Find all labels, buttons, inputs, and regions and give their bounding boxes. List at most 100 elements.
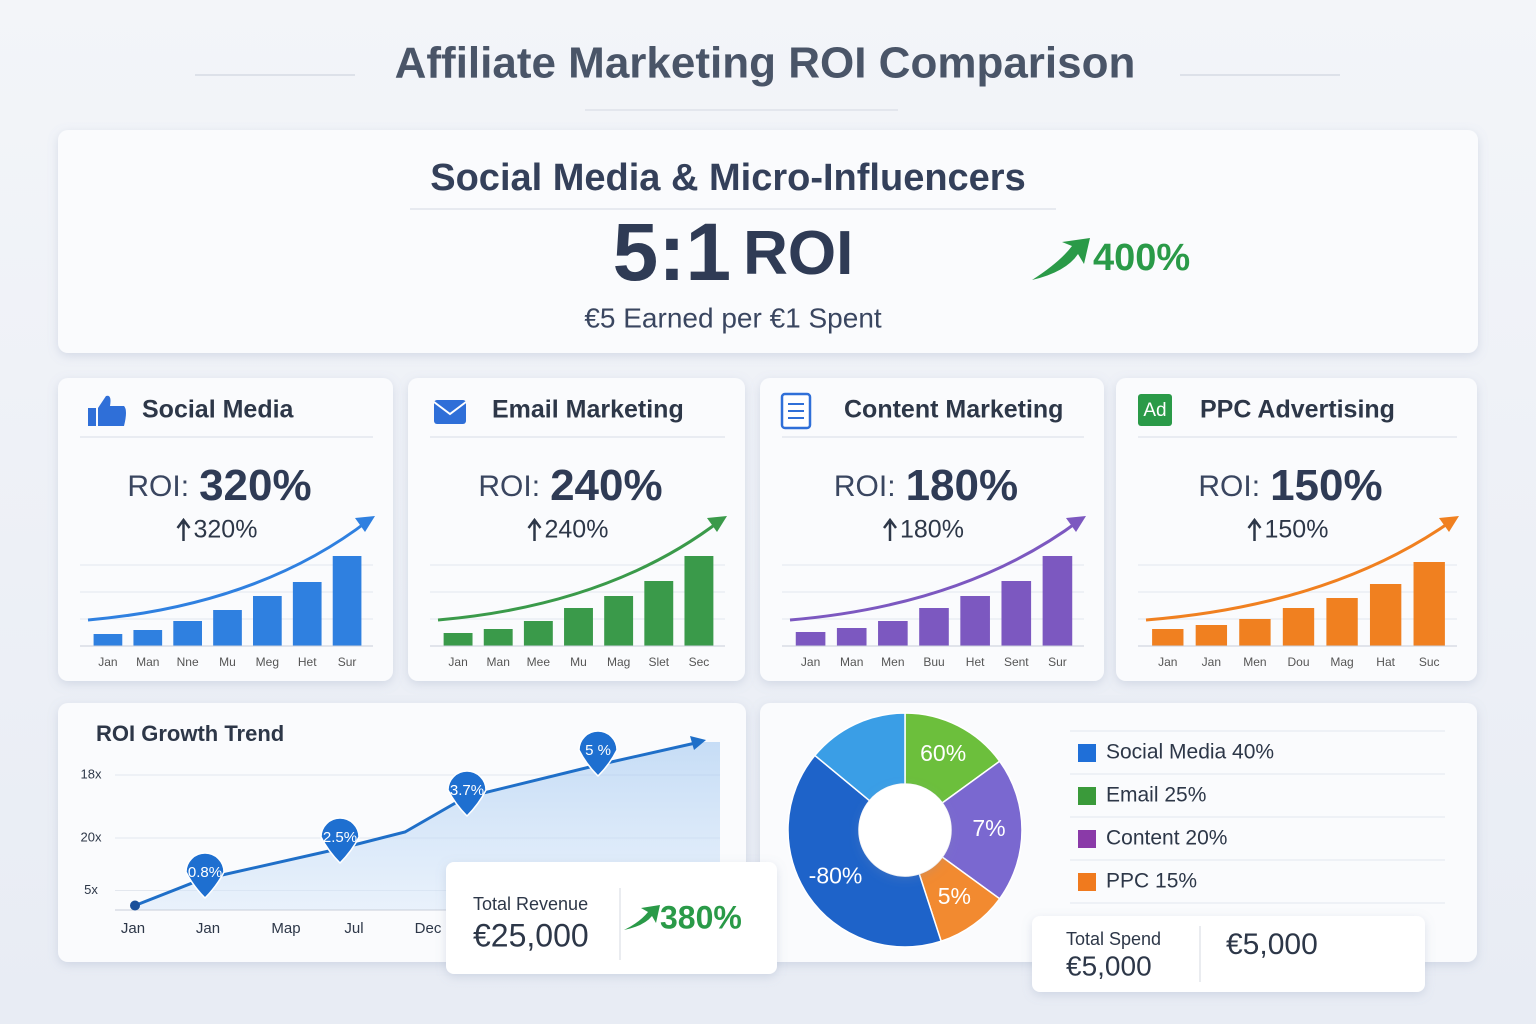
ratio-suffix: ROI	[743, 219, 853, 288]
pin-label: 2.5%	[323, 829, 357, 846]
x-tick-label: Hat	[1376, 655, 1395, 669]
x-tick-label: Sec	[689, 655, 710, 669]
x-tick-label: Het	[298, 655, 317, 669]
bar	[133, 630, 163, 646]
legend-label: Social Media 40%	[1106, 741, 1274, 764]
x-tick-label: Sur	[338, 655, 357, 669]
trend-arrow	[87, 518, 370, 622]
thumb-icon	[98, 395, 126, 426]
card-title: Content Marketing	[844, 396, 1063, 424]
x-tick-label: Sur	[1048, 655, 1067, 669]
legend-swatch	[1078, 830, 1096, 848]
pie-chart: 60% 7% 5% -80%	[787, 712, 1023, 948]
legend-label: Email 25%	[1106, 784, 1206, 807]
slice-label: 7%	[972, 815, 1005, 841]
bar	[960, 596, 990, 646]
x-tick-label: Mu	[570, 655, 587, 669]
bar	[919, 608, 949, 646]
x-tick-label: Jan	[98, 655, 117, 669]
roi: ROI: 150%	[1198, 461, 1382, 510]
card-title: Social Media	[142, 396, 295, 424]
bar	[1326, 598, 1358, 646]
roi: ROI: 320%	[127, 461, 311, 510]
x-tick-label: Mag	[607, 655, 630, 669]
ad-icon	[1138, 394, 1172, 426]
roi-value: 150%	[1270, 461, 1383, 510]
legend-label: Content 20%	[1106, 827, 1227, 850]
x-tick-label: Sent	[1004, 655, 1029, 669]
legend-label: PPC 15%	[1106, 870, 1197, 893]
trend-arrow	[1145, 518, 1454, 622]
roi-value: 180%	[906, 461, 1019, 510]
roi: ROI: 240%	[478, 461, 662, 510]
card-title: Email Marketing	[492, 396, 684, 424]
legend: Social Media 40% Email 25% Content 20% PPC …	[1070, 730, 1445, 904]
roi-change: 150%	[1265, 516, 1329, 544]
trend-title: ROI Growth Trend	[96, 721, 284, 746]
roi-label: ROI:	[1198, 470, 1260, 503]
trend-arrow-head	[707, 516, 727, 532]
roi-label: ROI:	[834, 470, 896, 503]
bar	[604, 596, 634, 646]
x-tick-label: Jan	[1158, 655, 1177, 669]
x-tick-label: Jan	[196, 920, 220, 937]
up-arrow-icon	[176, 517, 191, 541]
revenue-value: €25,000	[473, 917, 589, 953]
bar	[644, 581, 674, 646]
bar	[836, 628, 867, 646]
x-tick-label: Man	[136, 655, 159, 669]
bar	[292, 582, 322, 646]
x-tick-label: Mag	[1330, 655, 1353, 669]
bar	[1413, 562, 1445, 646]
card-title: PPC Advertising	[1200, 396, 1395, 424]
revenue-change: 380%	[660, 899, 742, 935]
x-tick-label: Jan	[448, 655, 467, 669]
bar	[1001, 581, 1032, 646]
pin	[185, 852, 225, 900]
up-arrow-icon	[527, 517, 542, 541]
y-tick-label: 20x	[81, 829, 102, 844]
roi-value: 240%	[550, 461, 663, 510]
slice-label: -80%	[809, 862, 863, 888]
hero-ratio: 5:1 ROI	[613, 207, 854, 298]
legend-swatch	[1078, 787, 1096, 805]
x-tick-label: Man	[840, 655, 863, 669]
up-arrow-icon	[1032, 238, 1090, 280]
pin	[320, 817, 360, 865]
mail-icon	[434, 400, 466, 424]
roi-change: 320%	[194, 516, 258, 544]
bar	[878, 621, 908, 646]
bar	[795, 632, 826, 646]
pin-label: 5 %	[585, 742, 611, 759]
x-tick-label: Jan	[121, 920, 145, 937]
x-tick-label: Dec	[415, 920, 442, 937]
roi: ROI: 180%	[834, 461, 1018, 510]
bar	[443, 633, 473, 646]
hero-change: 400%	[1093, 237, 1190, 279]
start-dot	[130, 900, 140, 911]
roi-change: 180%	[900, 516, 964, 544]
hero-subtitle: €5 Earned per €1 Spent	[584, 302, 882, 333]
trend-arrow-head	[1066, 516, 1086, 532]
bar	[684, 556, 714, 646]
x-tick-label: Jan	[801, 655, 820, 669]
x-tick-label: Meg	[256, 655, 279, 669]
x-tick-label: Map	[271, 920, 300, 937]
up-arrow-icon	[1247, 517, 1262, 541]
x-tick-label: Man	[487, 655, 510, 669]
pin-label: 0.8%	[188, 864, 222, 881]
bar	[213, 610, 242, 646]
pin	[447, 770, 487, 818]
y-tick-label: 18x	[81, 766, 102, 781]
trend-arrow-head	[1439, 516, 1459, 532]
pie-hole	[859, 784, 951, 876]
bar	[523, 621, 553, 646]
x-tick-label: Men	[881, 655, 904, 669]
x-tick-label: Jan	[1202, 655, 1221, 669]
bar	[1195, 625, 1228, 646]
revenue-label: Total Revenue	[473, 894, 588, 914]
